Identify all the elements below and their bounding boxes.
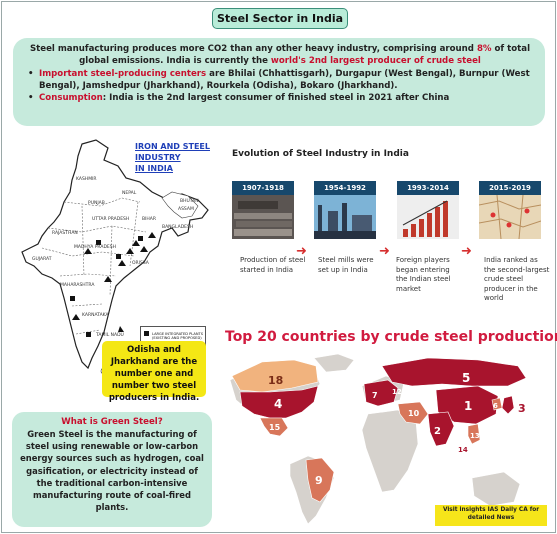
- bullet-label: Consumption: [39, 93, 103, 104]
- svg-text:KARNATAKA: KARNATAKA: [82, 312, 110, 318]
- svg-text:PUNJAB: PUNJAB: [88, 200, 105, 206]
- svg-text:MAHARASHTRA: MAHARASHTRA: [60, 282, 95, 288]
- intro-lead-highlight: world's 2nd largest producer of crude st…: [270, 56, 481, 67]
- intro-lead-percent: 8%: [476, 44, 492, 54]
- rank-india: 2: [434, 426, 441, 437]
- rank-usa: 4: [274, 397, 282, 411]
- intro-lead-text-1: Steel manufacturing produces more CO2 th…: [29, 44, 477, 54]
- stage-4-years: 2015-2019: [479, 181, 541, 195]
- svg-text:BANGLADESH: BANGLADESH: [162, 224, 193, 230]
- green-steel-box: What is Green Steel? Green Steel is the …: [12, 412, 212, 527]
- europe-region: [363, 379, 399, 407]
- legend-line-1: LARGE INTEGRATED PLANTS: [152, 332, 204, 336]
- bullet-text: are Bhilai (Chhattisgarh), Durgapur (Wes…: [39, 69, 530, 92]
- rank-asia-small: 14: [458, 446, 468, 454]
- stage-1-text: Production of steel started in India: [240, 256, 306, 274]
- korea-region: [491, 397, 503, 411]
- bullet-label: Important steel-producing centers: [39, 69, 207, 80]
- rank-canada: 18: [268, 374, 283, 387]
- usa-region: [239, 385, 319, 419]
- rank-iran: 10: [408, 409, 420, 418]
- japan-region: [501, 395, 515, 415]
- green-steel-body: Green Steel is the manufacturing of stee…: [20, 429, 204, 513]
- rank-japan: 3: [518, 402, 526, 415]
- rank-china: 1: [464, 399, 472, 413]
- brazil-region: [305, 457, 335, 503]
- map-caption-line-3: IN INDIA: [135, 164, 173, 173]
- green-steel-heading: What is Green Steel?: [61, 417, 163, 427]
- intro-box: Steel manufacturing produces more CO2 th…: [13, 38, 545, 126]
- canada-region: [231, 359, 319, 393]
- northeast-region: [161, 191, 199, 219]
- svg-text:BIHAR: BIHAR: [142, 216, 156, 222]
- map-caption-line-2: INDUSTRY: [135, 153, 181, 162]
- top20-title: Top 20 countries by crude steel producti…: [225, 329, 557, 345]
- rank-labels: 18 4 15 9 7 5 10 12 1 2 3 6 13 14: [268, 371, 526, 487]
- map-pins-image: [479, 195, 541, 239]
- svg-text:NEPAL: NEPAL: [122, 190, 137, 196]
- page-title: Steel Sector in India: [212, 8, 348, 29]
- arrow-right-icon: ➜: [379, 244, 390, 259]
- india-region: [427, 411, 455, 447]
- svg-text:UTTAR PRADESH: UTTAR PRADESH: [92, 216, 129, 222]
- svg-text:RAJASTHAN: RAJASTHAN: [52, 230, 78, 236]
- map-caption: IRON AND STEEL INDUSTRY IN INDIA: [135, 141, 230, 174]
- rank-brazil: 9: [315, 474, 323, 487]
- rank-germany: 7: [372, 391, 378, 400]
- svg-text:KASHMIR: KASHMIR: [76, 176, 97, 182]
- rising-bar-graph-image: [397, 195, 459, 239]
- evolution-title: Evolution of Steel Industry in India: [232, 149, 409, 159]
- rank-korea: 6: [493, 402, 498, 410]
- arrow-right-icon: ➜: [461, 244, 472, 259]
- stage-2-years: 1954-1992: [314, 181, 376, 195]
- legend-line-2: (EXISTING AND PROPOSED): [152, 336, 202, 340]
- svg-text:ORISSA: ORISSA: [132, 260, 150, 266]
- world-steel-map: 18 4 15 9 7 5 10 12 1 2 3 6 13 14: [222, 352, 546, 527]
- intro-lead-text-2: of total global emissions. India is curr…: [79, 44, 531, 67]
- stage-3-text: Foreign players began entering the India…: [396, 256, 451, 293]
- stage-1-years: 1907-1918: [232, 181, 294, 195]
- bullet-text: : India is the 2nd largest consumer of f…: [102, 93, 450, 104]
- svg-text:TAMIL NADU: TAMIL NADU: [95, 332, 124, 338]
- svg-text:GUJARAT: GUJARAT: [32, 256, 52, 262]
- odisha-jharkhand-note: Odisha and Jharkhand are the number one …: [102, 341, 206, 403]
- svg-text:BHUTAN: BHUTAN: [180, 198, 199, 204]
- steel-bars-image: [232, 195, 294, 239]
- middle-east-region: [397, 401, 429, 425]
- rank-russia: 5: [462, 371, 470, 385]
- rank-vietnam: 13: [470, 432, 480, 440]
- svg-text:MADHYA PRADESH: MADHYA PRADESH: [74, 244, 116, 250]
- map-caption-line-1: IRON AND STEEL: [135, 142, 210, 151]
- bullet-steel-centers: Important steel-producing centers are Bh…: [27, 68, 533, 92]
- rank-ukraine: 12: [392, 388, 402, 396]
- footer-visit-note: Visit insights IAS Daily CA for detailed…: [435, 505, 547, 526]
- bullet-consumption: Consumption: India is the 2nd largest co…: [27, 92, 533, 104]
- svg-text:ASSAM: ASSAM: [178, 206, 194, 212]
- stage-3-years: 1993-2014: [397, 181, 459, 195]
- intro-lead: Steel manufacturing produces more CO2 th…: [27, 43, 533, 67]
- stage-2-text: Steel mills were set up in India: [318, 256, 374, 274]
- vietnam-region: [467, 423, 481, 445]
- arrow-right-icon: ➜: [296, 244, 307, 259]
- steel-mill-image: [314, 195, 376, 239]
- india-steel-map: KASHMIR PUNJAB RAJASTHAN UTTAR PRADESH BIHA…: [21, 139, 209, 375]
- intro-bullets: Important steel-producing centers are Bh…: [27, 68, 533, 104]
- russia-region: [381, 357, 527, 387]
- producer-countries: [231, 357, 527, 503]
- stage-4-text: India ranked as the second-largest crude…: [484, 256, 550, 302]
- mexico-region: [259, 417, 289, 437]
- rank-mexico: 15: [269, 423, 281, 432]
